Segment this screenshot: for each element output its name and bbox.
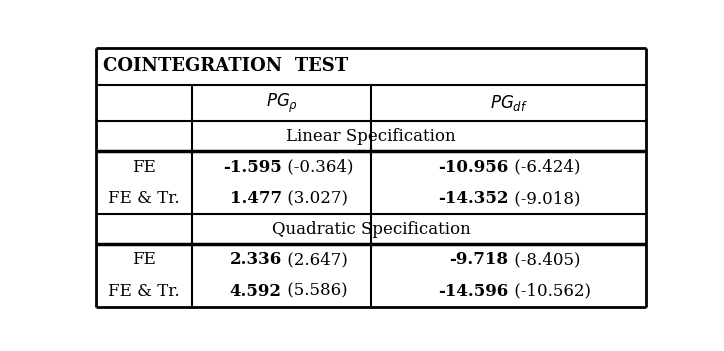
Text: -1.595: -1.595 (223, 159, 282, 176)
Text: 2.336: 2.336 (230, 251, 282, 268)
Text: FE & Tr.: FE & Tr. (109, 190, 180, 207)
Text: (3.027): (3.027) (282, 190, 348, 207)
Text: 4.592: 4.592 (230, 283, 282, 300)
Text: $PG_{\rho}$: $PG_{\rho}$ (266, 92, 298, 115)
Text: $PG_{df}$: $PG_{df}$ (489, 93, 528, 113)
Text: -14.596: -14.596 (438, 283, 508, 300)
Text: (-10.562): (-10.562) (508, 283, 591, 300)
Text: -9.718: -9.718 (450, 251, 508, 268)
Text: (-6.424): (-6.424) (508, 159, 580, 176)
Text: Quadratic Specification: Quadratic Specification (272, 221, 471, 238)
Text: (-9.018): (-9.018) (508, 190, 580, 207)
Text: FE & Tr.: FE & Tr. (109, 283, 180, 300)
Text: (2.647): (2.647) (282, 251, 348, 268)
Text: FE: FE (132, 159, 156, 176)
Text: COINTEGRATION  TEST: COINTEGRATION TEST (103, 58, 348, 75)
Text: 1.477: 1.477 (230, 190, 282, 207)
Text: (-8.405): (-8.405) (508, 251, 580, 268)
Text: (5.586): (5.586) (282, 283, 348, 300)
Text: (-0.364): (-0.364) (282, 159, 353, 176)
Text: FE: FE (132, 251, 156, 268)
Text: -10.956: -10.956 (438, 159, 508, 176)
Text: Linear Specification: Linear Specification (286, 128, 456, 145)
Text: -14.352: -14.352 (438, 190, 508, 207)
